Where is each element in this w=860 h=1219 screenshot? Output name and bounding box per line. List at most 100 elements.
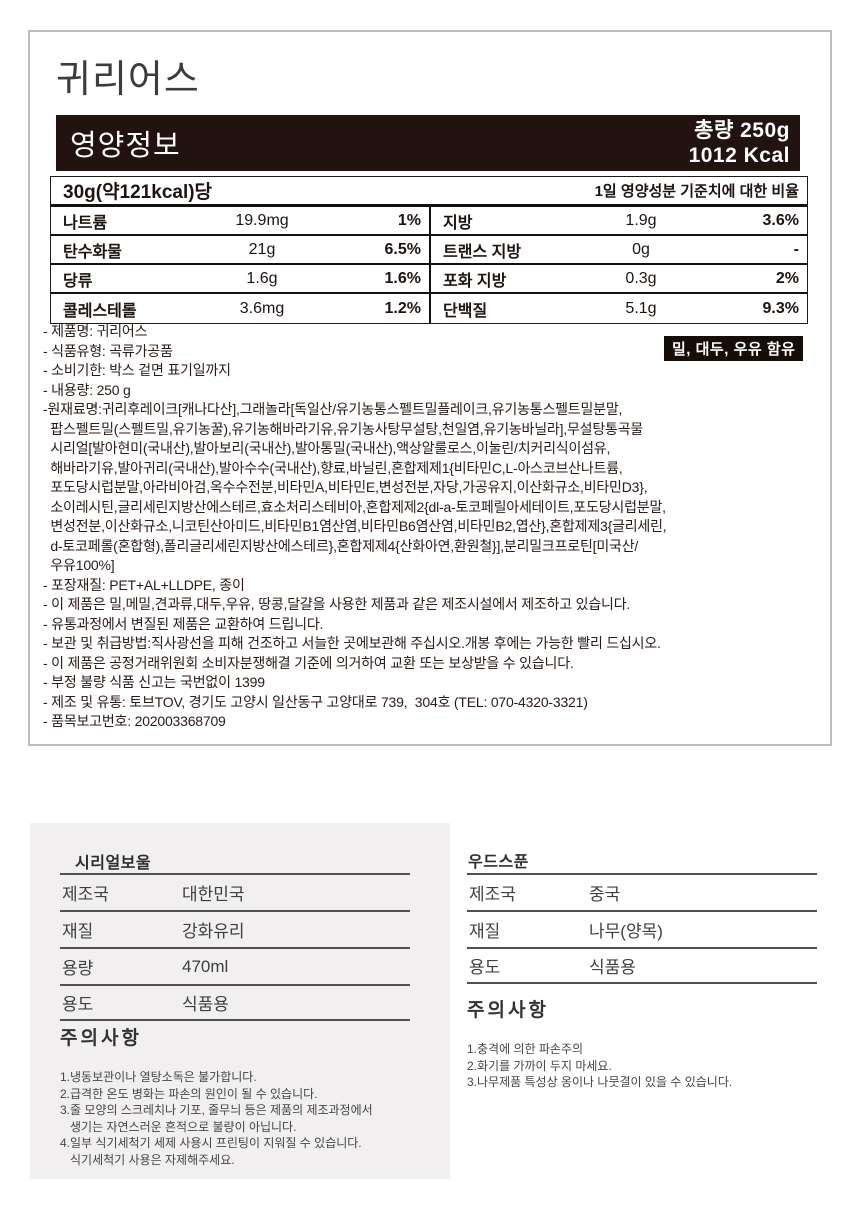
detail-line: 포도당시럽분말,아라비아검,옥수수전분,비타민A,비타민E,변성전분,자당,가공… bbox=[43, 479, 648, 495]
cereal-bowl-caution-list: 1.냉동보관이나 열탕소독은 불가합니다. 2.급격한 온도 병화는 파손의 원… bbox=[60, 1069, 373, 1168]
caution-line: 1.냉동보관이나 열탕소독은 불가합니다. bbox=[60, 1070, 257, 1084]
detail-line: - 이 제품은 밀,메밀,견과류,대두,우유, 땅콩,달걀을 사용한 제품과 같… bbox=[43, 596, 631, 612]
nutrient-amount: 0.3g bbox=[625, 269, 657, 287]
nutrient-amount: 0g bbox=[632, 240, 650, 258]
spec-value: 470ml bbox=[182, 956, 229, 976]
nutrition-row: 나트륨 19.9mg 1% bbox=[51, 207, 429, 236]
spec-value: 강화유리 bbox=[182, 922, 245, 941]
spec-value: 식품용 bbox=[589, 958, 636, 977]
nutrition-row: 단백질 5.1g 9.3% bbox=[431, 294, 807, 323]
nutrient-amount: 3.6mg bbox=[239, 299, 285, 317]
caution-line: 식기세척기 사용은 자제해주세요. bbox=[60, 1152, 235, 1167]
nutrient-percent: 3.6% bbox=[762, 211, 799, 229]
spec-label: 제조국 bbox=[62, 885, 109, 904]
spec-label: 용량 bbox=[62, 959, 94, 978]
detail-line: - 보관 및 취급방법:직사광선을 피해 건조하고 서늘한 곳에보관해 주십시오… bbox=[43, 635, 661, 651]
detail-line: - 이 제품은 공정거래위원회 소비자분쟁해결 기준에 의거하여 교환 또는 보… bbox=[43, 654, 574, 671]
nutrient-percent: 6.5% bbox=[384, 240, 421, 258]
nutrition-header-bar: 영양정보 총량 250g 1012 Kcal bbox=[56, 115, 800, 171]
detail-line: - 소비기한: 박스 겉면 표기일까지 bbox=[43, 362, 231, 378]
spec-row: 재질 나무(양목) bbox=[467, 910, 817, 947]
caution-line: 3.줄 모양의 스크레치나 기포, 줄무늬 등은 제품의 제조과정에서 bbox=[60, 1103, 373, 1117]
caution-line: 3.나무제품 특성상 옹이나 나뭇결이 있을 수 있습니다. bbox=[467, 1075, 733, 1089]
detail-line: - 유통과정에서 변질된 제품은 교환하여 드립니다. bbox=[43, 615, 324, 632]
nutrient-percent: 1.2% bbox=[384, 299, 421, 317]
detail-line: - 부정 불량 식품 신고는 국번없이 1399 bbox=[43, 674, 265, 690]
wood-spoon-caution-list: 1.충격에 의한 파손주의 2.화기를 가까이 두지 마세요. 3.나무제품 특… bbox=[467, 1041, 732, 1091]
daily-value-label: 1일 영양성분 기준치에 대한 비율 bbox=[594, 183, 799, 200]
detail-line: 우유100%] bbox=[43, 557, 115, 573]
cereal-bowl-title: 시리얼보울 bbox=[75, 855, 152, 872]
caution-line: 생기는 자연스러운 흔적으로 불량이 아닙니다. bbox=[60, 1119, 297, 1134]
nutrient-percent: 2% bbox=[775, 269, 799, 287]
nutrient-name: 나트륨 bbox=[63, 214, 108, 232]
nutrition-row: 당류 1.6g 1.6% bbox=[51, 265, 429, 294]
page-title: 귀리어스 bbox=[56, 59, 200, 101]
nutrition-table-header: 30g(약121kcal)당 1일 영양성분 기준치에 대한 비율 bbox=[51, 177, 807, 207]
caution-line: 2.화기를 가까이 두지 마세요. bbox=[467, 1058, 612, 1073]
spec-row: 제조국 대한민국 bbox=[60, 873, 410, 910]
nutrient-name: 콜레스테롤 bbox=[63, 302, 137, 320]
detail-line: - 식품유형: 곡류가공품 bbox=[43, 342, 173, 359]
nutrition-row: 지방 1.9g 3.6% bbox=[431, 207, 807, 236]
detail-line: - 내용량: 250 g bbox=[43, 381, 131, 398]
spec-row: 제조국 중국 bbox=[467, 873, 817, 910]
spec-value: 대한민국 bbox=[182, 885, 245, 904]
nutrient-percent: - bbox=[793, 240, 799, 258]
detail-line: - 제품명: 귀리어스 bbox=[43, 323, 148, 339]
wood-spoon-spec-table: 제조국 중국 재질 나무(양목) 용도 식품용 bbox=[467, 873, 817, 984]
spec-row: 용도 식품용 bbox=[60, 984, 410, 1021]
spec-row: 용량 470ml bbox=[60, 947, 410, 984]
spec-row: 재질 강화유리 bbox=[60, 910, 410, 947]
spec-label: 재질 bbox=[62, 922, 94, 941]
caution-line: 4.일부 식기세척기 세제 사용시 프린팅이 지워질 수 있습니다. bbox=[60, 1136, 362, 1150]
detail-line: 시리얼[발아현미(국내산),발아보리(국내산),발아통밀(국내산),액상알룰로스… bbox=[43, 440, 611, 456]
detail-line: 해바라기유,발아귀리(국내산),발아수수(국내산),향료,바닐린,혼합제제1{비… bbox=[43, 459, 623, 476]
nutrient-amount: 1.9g bbox=[625, 211, 657, 229]
nutrient-amount: 5.1g bbox=[625, 299, 657, 317]
nutrition-header-label: 영양정보 bbox=[70, 130, 181, 162]
detail-line: 팝스펠트밀(스펠트밀,유기농꿀),유기농해바라기유,유기농사탕무설탕,천일염,유… bbox=[43, 420, 644, 437]
spec-value: 나무(양목) bbox=[589, 922, 663, 941]
spec-value: 중국 bbox=[589, 885, 621, 904]
nutrition-right-column: 지방 1.9g 3.6% 트랜스 지방 0g - 포화 지방 0.3g 2% bbox=[429, 207, 807, 323]
detail-line: - 품목보고번호: 202003368709 bbox=[43, 713, 226, 729]
nutrition-row: 트랜스 지방 0g - bbox=[431, 236, 807, 265]
nutrient-name: 포화 지방 bbox=[443, 272, 507, 290]
product-info-panel: 귀리어스 영양정보 총량 250g 1012 Kcal 30g(약121kcal… bbox=[28, 30, 832, 746]
spec-row: 용도 식품용 bbox=[467, 947, 817, 984]
nutrient-percent: 1% bbox=[397, 211, 421, 229]
nutrient-name: 지방 bbox=[443, 214, 473, 232]
nutrition-header-totals: 총량 250g 1012 Kcal bbox=[689, 118, 790, 168]
detail-line: 소이레시틴,글리세린지방산에스테르,효소처리스테비아,혼합제제2{dl-a-토코… bbox=[43, 498, 666, 515]
nutrition-row: 포화 지방 0.3g 2% bbox=[431, 265, 807, 294]
wood-spoon-title: 우드스푼 bbox=[468, 854, 529, 871]
spec-label: 제조국 bbox=[469, 885, 516, 904]
spec-label: 재질 bbox=[469, 922, 501, 941]
total-kcal: 1012 Kcal bbox=[688, 144, 790, 167]
caution-line: 1.충격에 의한 파손주의 bbox=[467, 1042, 584, 1056]
wood-spoon-caution-title: 주의사항 bbox=[467, 1000, 549, 1021]
spec-label: 용도 bbox=[469, 958, 501, 977]
product-details-text: - 제품명: 귀리어스 - 식품유형: 곡류가공품 - 소비기한: 박스 겉면 … bbox=[43, 322, 823, 732]
nutrient-percent: 9.3% bbox=[762, 299, 799, 317]
nutrition-row: 탄수화물 21g 6.5% bbox=[51, 236, 429, 265]
cereal-bowl-spec-table: 제조국 대한민국 재질 강화유리 용량 470ml 용도 식품용 bbox=[60, 873, 410, 1021]
detail-line: - 제조 및 유통: 토브TOV, 경기도 고양시 일산동구 고양대로 739,… bbox=[43, 693, 588, 710]
spec-label: 용도 bbox=[62, 995, 94, 1014]
detail-line: - 포장재질: PET+AL+LLDPE, 종이 bbox=[43, 576, 245, 593]
nutrition-row: 콜레스테롤 3.6mg 1.2% bbox=[51, 294, 429, 323]
nutrient-name: 당류 bbox=[63, 272, 93, 290]
allergen-badge: 밀, 대두, 우유 함유 bbox=[664, 336, 804, 361]
nutrient-name: 탄수화물 bbox=[63, 243, 122, 261]
detail-line: -원재료명:귀리후레이크[캐나다산],그래놀라[독일산/유기농통스펠트밀플레이크… bbox=[43, 401, 623, 417]
spec-value: 식품용 bbox=[182, 995, 229, 1014]
detail-line: d-토코페롤(혼합형),폴리글리세린지방산에스테르},혼합제제4{산화아연,환원… bbox=[43, 537, 639, 554]
detail-line: 변성전분,이산화규소,니코틴산아미드,비타민B1염산염,비타민B6염산염,비타민… bbox=[43, 518, 667, 534]
nutrient-amount: 21g bbox=[248, 240, 276, 258]
nutrient-amount: 1.6g bbox=[246, 269, 278, 287]
caution-line: 2.급격한 온도 병화는 파손의 원인이 될 수 있습니다. bbox=[60, 1086, 318, 1101]
nutrition-left-column: 나트륨 19.9mg 1% 탄수화물 21g 6.5% 당류 1.6g 1.6% bbox=[51, 207, 429, 323]
serving-size-label: 30g(약121kcal)당 bbox=[63, 182, 213, 203]
nutrient-amount: 19.9mg bbox=[235, 211, 289, 229]
